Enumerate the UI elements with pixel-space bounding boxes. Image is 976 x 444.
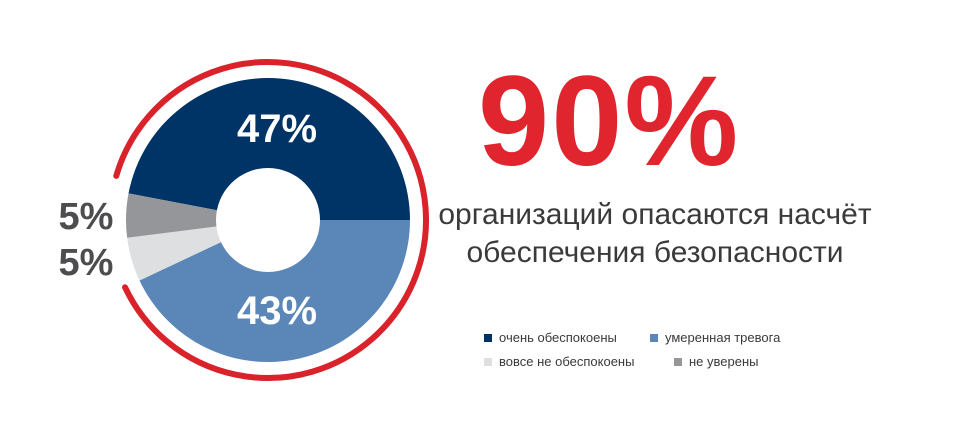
slice-moderate bbox=[139, 220, 410, 363]
donut-slices bbox=[126, 78, 410, 363]
slice-very-concerned bbox=[128, 78, 410, 220]
legend-item-not-sure: не уверены bbox=[674, 354, 759, 369]
headline-percentage: 90% bbox=[478, 50, 741, 193]
slice-label-not-sure: 5% bbox=[59, 196, 114, 238]
legend-swatch bbox=[650, 333, 658, 342]
slice-not-sure bbox=[126, 193, 269, 238]
slice-label-not-concerned: 5% bbox=[59, 242, 114, 284]
outer-ring-arc bbox=[113, 59, 429, 381]
donut-hole bbox=[216, 168, 320, 272]
headline-text-line2: обеспечения безопасности bbox=[466, 236, 844, 269]
headline-text-line1: организаций опасаются насчёт bbox=[438, 198, 872, 231]
headline-text: организаций опасаются насчёт обеспечения… bbox=[420, 196, 890, 272]
legend-item-very-concerned: очень обеспокоены bbox=[484, 330, 617, 345]
legend-label: вовсе не обеспокоены bbox=[499, 354, 635, 369]
legend-swatch bbox=[674, 357, 682, 366]
legend-swatch bbox=[484, 333, 492, 342]
legend-label: не уверены bbox=[689, 354, 759, 369]
legend-label: умеренная тревога bbox=[665, 330, 781, 345]
legend-item-not-concerned: вовсе не обеспокоены bbox=[484, 354, 634, 369]
legend-item-moderate: умеренная тревога bbox=[650, 330, 780, 345]
legend-label: очень обеспокоены bbox=[499, 330, 617, 345]
slice-label-moderate: 43% bbox=[237, 289, 317, 333]
slice-label-very-concerned: 47% bbox=[237, 107, 317, 151]
legend-swatch bbox=[484, 357, 492, 366]
